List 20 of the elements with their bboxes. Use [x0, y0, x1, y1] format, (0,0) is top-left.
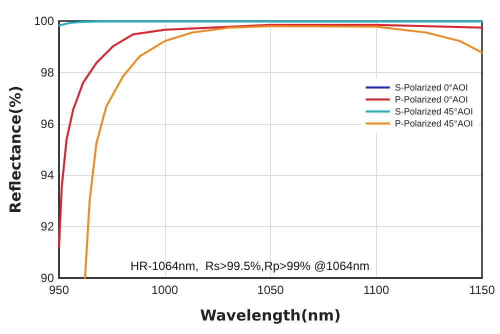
line-series [58, 24, 483, 248]
x-tick-label: 950 [48, 283, 70, 297]
x-tick-label: 1150 [469, 283, 496, 297]
x-tick-label: 1100 [363, 283, 390, 297]
y-tick-label: 96 [40, 116, 54, 131]
y-axis-title: Reflectance(%) [6, 86, 25, 214]
x-axis-title: Wavelength(nm) [200, 306, 341, 324]
y-tick-label: 94 [40, 168, 54, 182]
y-tick-label: 100 [34, 14, 54, 28]
legend-label: S-Polarized 45°AOI [394, 106, 474, 116]
y-tick-label: 92 [40, 220, 54, 234]
y-tick-label: 90 [40, 271, 54, 285]
legend-label: P-Polarized 45°AOI [394, 118, 474, 128]
x-tick-label: 1000 [151, 283, 178, 297]
annotation: HR-1064nm, Rs>99.5%,Rp>99% @1064nm [130, 259, 370, 273]
x-tick-label: 1050 [257, 283, 284, 297]
legend-label: P-Polarized 0°AOI [394, 94, 468, 104]
y-tick-label: 98 [40, 65, 54, 80]
legend-label: S-Polarized 0°AOI [394, 82, 468, 92]
line-series [84, 25, 483, 279]
